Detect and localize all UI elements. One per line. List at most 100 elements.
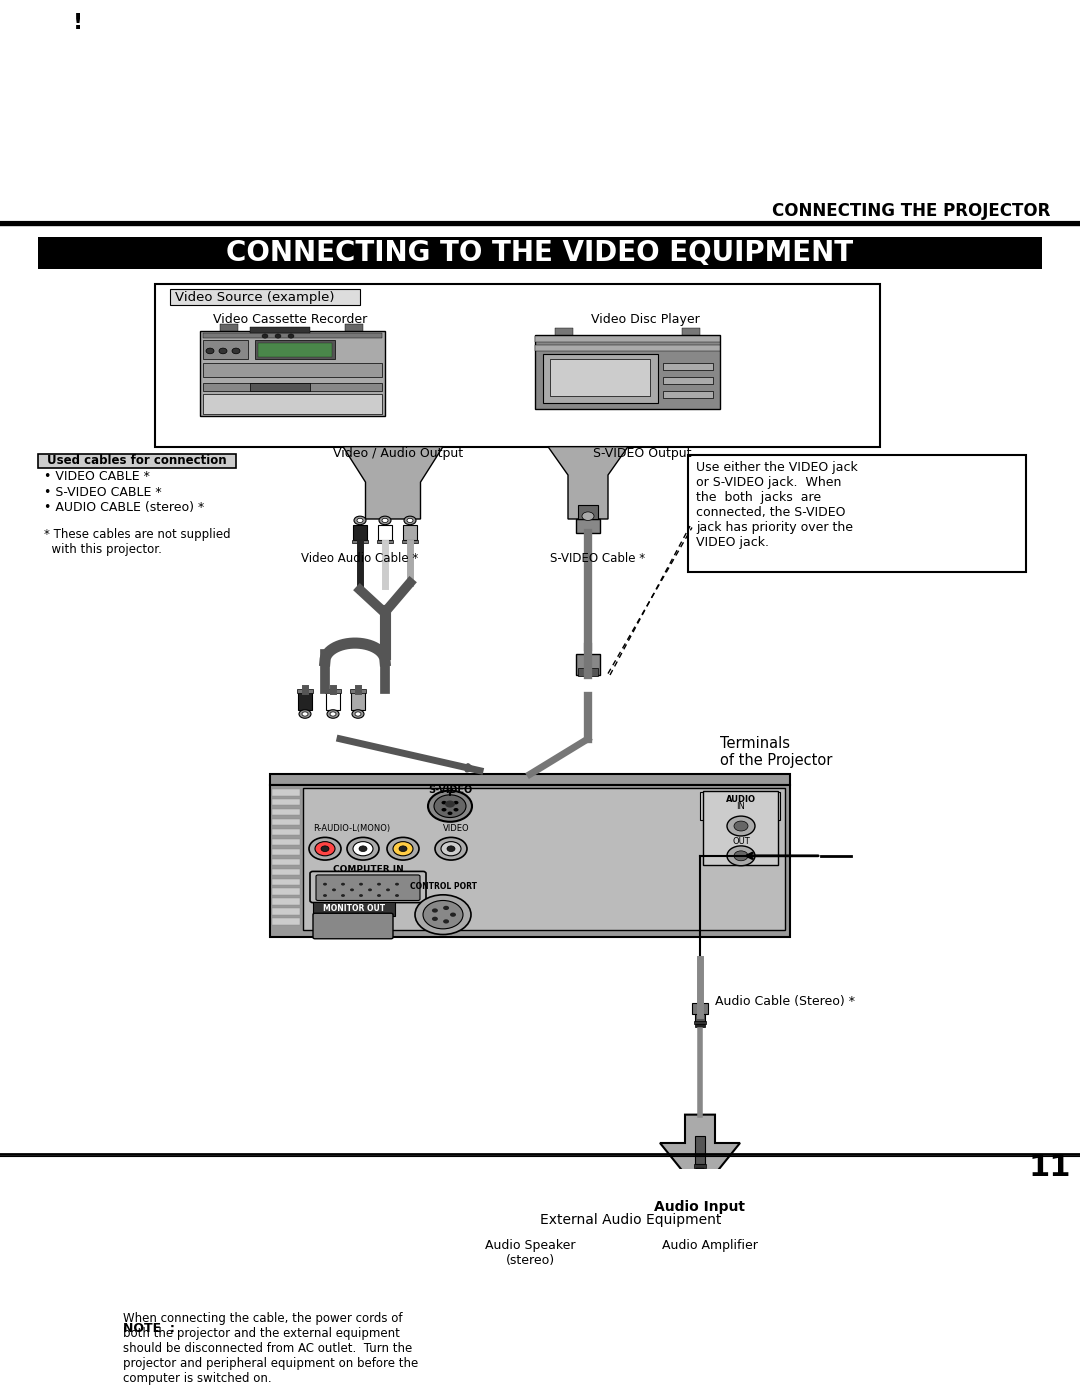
Circle shape — [434, 795, 465, 817]
Circle shape — [299, 710, 311, 718]
Circle shape — [450, 912, 456, 916]
Bar — [272, 838, 300, 845]
Circle shape — [355, 712, 361, 717]
Bar — [576, 654, 600, 675]
Bar — [535, 335, 720, 409]
Bar — [351, 690, 365, 711]
Circle shape — [219, 348, 227, 353]
FancyBboxPatch shape — [310, 872, 426, 902]
Bar — [350, 689, 366, 693]
Bar — [272, 888, 300, 895]
Circle shape — [442, 807, 446, 812]
Bar — [255, 339, 335, 359]
Bar — [755, 1292, 777, 1305]
Circle shape — [395, 894, 399, 897]
Bar — [303, 788, 785, 930]
Bar — [203, 383, 382, 391]
Circle shape — [443, 919, 449, 923]
Bar — [325, 689, 341, 693]
Circle shape — [386, 888, 390, 891]
Circle shape — [445, 800, 455, 807]
Bar — [665, 1298, 685, 1308]
Bar — [480, 1259, 508, 1319]
Circle shape — [302, 712, 308, 717]
Circle shape — [801, 1277, 829, 1296]
Circle shape — [435, 837, 467, 861]
Circle shape — [350, 888, 354, 891]
Text: S-VIDEO Output: S-VIDEO Output — [593, 447, 691, 460]
Bar — [663, 363, 713, 370]
Circle shape — [582, 511, 594, 521]
Circle shape — [352, 710, 364, 718]
Circle shape — [359, 847, 367, 852]
Bar — [298, 690, 312, 711]
Bar — [272, 849, 300, 855]
Circle shape — [407, 518, 413, 522]
Circle shape — [399, 847, 407, 852]
Polygon shape — [343, 447, 443, 520]
Bar — [625, 1245, 845, 1323]
Text: Audio Cable (Stereo) *: Audio Cable (Stereo) * — [715, 995, 855, 1007]
Bar — [170, 289, 360, 305]
Circle shape — [387, 837, 419, 861]
Bar — [696, 1298, 715, 1308]
Bar — [353, 525, 367, 541]
Bar — [258, 344, 332, 358]
Circle shape — [404, 515, 416, 525]
Bar — [725, 1298, 745, 1308]
Circle shape — [323, 883, 327, 886]
Text: Audio Input: Audio Input — [654, 1200, 745, 1214]
Bar — [402, 539, 418, 543]
Bar — [378, 525, 392, 541]
Text: CONNECTING TO THE VIDEO EQUIPMENT: CONNECTING TO THE VIDEO EQUIPMENT — [227, 239, 853, 267]
Circle shape — [359, 883, 363, 886]
Bar — [38, 236, 1042, 270]
Text: VIDEO: VIDEO — [443, 824, 470, 834]
Circle shape — [454, 807, 459, 812]
Bar — [249, 383, 310, 391]
Bar — [518, 1259, 546, 1319]
Circle shape — [262, 334, 268, 338]
Text: CONTROL PORT: CONTROL PORT — [409, 882, 476, 891]
Circle shape — [454, 800, 459, 805]
Bar — [272, 898, 300, 905]
Bar — [576, 520, 600, 534]
Bar — [635, 1298, 654, 1308]
Bar — [272, 819, 300, 826]
Bar — [578, 504, 598, 520]
Circle shape — [727, 816, 755, 835]
Bar — [663, 391, 713, 398]
Circle shape — [443, 905, 449, 909]
Circle shape — [354, 515, 366, 525]
Text: External Audio Equipment: External Audio Equipment — [540, 1213, 721, 1227]
Bar — [694, 1021, 706, 1024]
Text: OUT: OUT — [732, 837, 750, 847]
Bar — [696, 1011, 705, 1023]
Circle shape — [432, 916, 437, 921]
Bar — [694, 1164, 706, 1168]
Text: S-VIDEO: S-VIDEO — [428, 785, 472, 795]
Circle shape — [447, 812, 453, 814]
Text: Video Disc Player: Video Disc Player — [591, 313, 700, 326]
Text: IN: IN — [737, 802, 745, 810]
Text: * These cables are not supplied
  with this projector.: * These cables are not supplied with thi… — [44, 528, 231, 556]
Bar — [550, 359, 650, 397]
Bar — [681, 327, 700, 335]
Bar — [403, 525, 417, 541]
Text: CONNECTING THE PROJECTOR: CONNECTING THE PROJECTOR — [771, 201, 1050, 219]
Bar — [220, 324, 238, 331]
Circle shape — [432, 908, 437, 912]
Bar — [352, 539, 368, 543]
Circle shape — [232, 348, 240, 353]
Text: NOTE  :: NOTE : — [123, 1323, 175, 1336]
Bar — [270, 785, 789, 937]
Circle shape — [379, 515, 391, 525]
Bar — [696, 1168, 704, 1171]
Circle shape — [368, 888, 372, 891]
Bar — [692, 1003, 708, 1014]
Bar — [700, 792, 780, 820]
Text: Video Audio Cable *: Video Audio Cable * — [301, 552, 419, 566]
FancyBboxPatch shape — [316, 875, 420, 901]
Circle shape — [341, 883, 345, 886]
Text: Video Cassette Recorder: Video Cassette Recorder — [213, 313, 367, 326]
